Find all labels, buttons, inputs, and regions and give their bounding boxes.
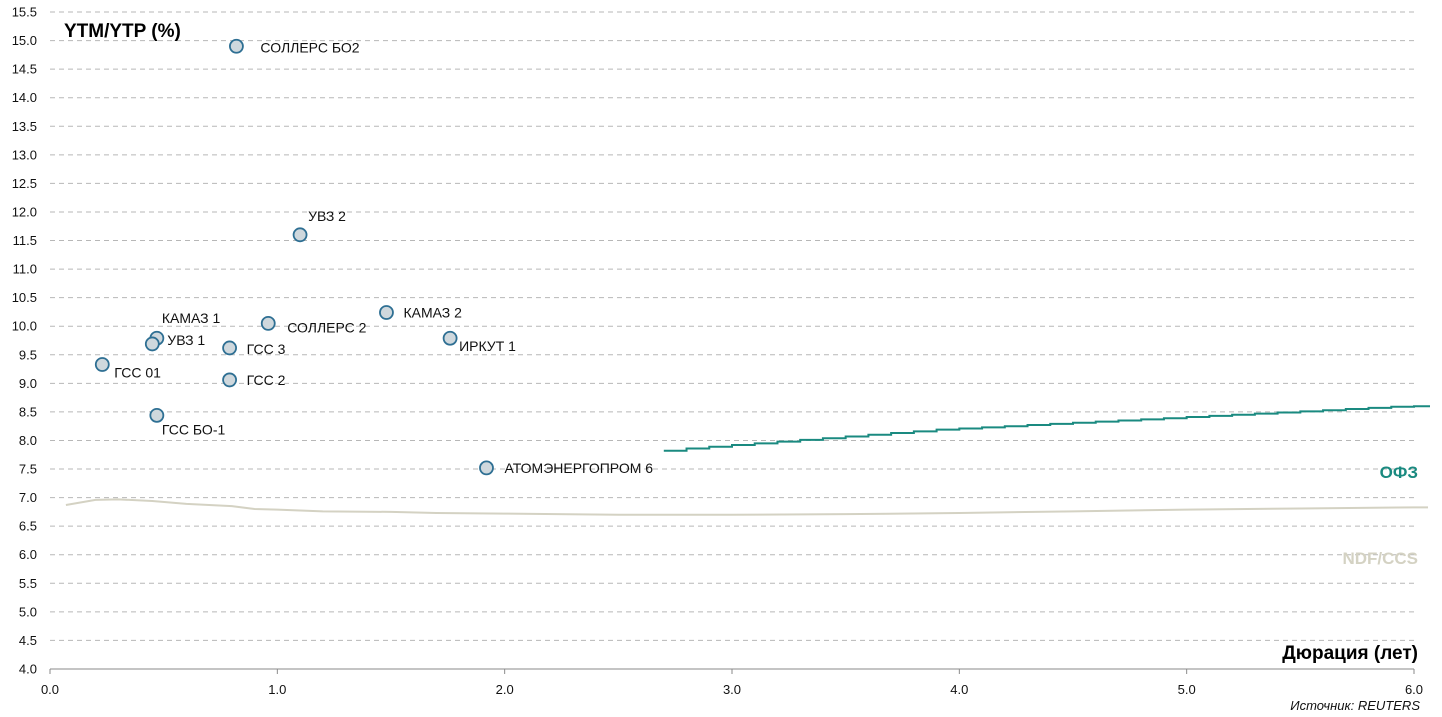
y-tick-label: 14.5 (12, 62, 37, 77)
y-tick-label: 5.5 (19, 576, 37, 591)
y-tick-label: 10.5 (12, 290, 37, 305)
x-tick-label: 1.0 (268, 682, 286, 697)
point-label: СОЛЛЕРС 2 (287, 319, 366, 335)
x-axis-label: Дюрация (лет) (1282, 643, 1418, 664)
point-label: УВЗ 1 (167, 332, 205, 348)
y-tick-label: 12.5 (12, 176, 37, 191)
point-label: ГСС 2 (247, 372, 286, 388)
scatter-point (260, 315, 276, 331)
x-tick-labels: 0.0 1.0 2.0 3.0 4.0 5.0 6.0 (41, 669, 1423, 697)
y-tick-label: 8.0 (19, 433, 37, 448)
scatter-point (229, 38, 244, 54)
point-label: КАМАЗ 2 (403, 305, 462, 321)
point-label: КАМАЗ 1 (162, 310, 221, 326)
scatter-points: СОЛЛЕРС БО2 УВЗ 2 КАМАЗ 2 СОЛЛЕРС 2 КАМАЗ 1 У… (94, 38, 653, 476)
scatter-point (222, 340, 237, 356)
y-tick-label: 14.0 (12, 90, 37, 105)
x-tick-label: 2.0 (496, 682, 514, 697)
y-tick-label: 15.5 (12, 5, 37, 20)
point-label: ГСС БО-1 (162, 421, 226, 437)
y-tick-labels: 4.0 4.5 5.0 5.5 6.0 6.5 7.0 7.5 8.0 8.5 9.0 9.5 10.0… (12, 5, 37, 677)
y-tick-label: 7.5 (19, 462, 37, 477)
y-tick-label: 8.5 (19, 404, 37, 419)
y-tick-label: 6.5 (19, 519, 37, 534)
scatter-point (442, 330, 458, 346)
point-label: СОЛЛЕРС БО2 (260, 39, 359, 55)
series-line-ndf-ccs (65, 498, 1428, 516)
y-tick-label: 10.0 (12, 319, 37, 334)
point-label: АТОМЭНЕРГОПРОМ 6 (504, 460, 653, 476)
series-labels: ОФЗ NDF/CCS (1342, 463, 1418, 568)
point-label: УВЗ 2 (308, 208, 346, 224)
x-tick-label: 5.0 (1178, 682, 1196, 697)
grid-lines (50, 11, 1414, 641)
y-tick-label: 12.0 (12, 204, 37, 219)
source-note: Источник: REUTERS (1290, 698, 1420, 713)
x-tick-label: 3.0 (723, 682, 741, 697)
series-line-ofz (663, 405, 1430, 452)
x-tick-label: 0.0 (41, 682, 59, 697)
scatter-point (479, 460, 494, 476)
y-tick-label: 7.0 (19, 490, 37, 505)
series-label-ndf-ccs: NDF/CCS (1342, 549, 1418, 568)
y-tick-label: 5.0 (19, 604, 37, 619)
scatter-point (222, 372, 237, 388)
scatter-point (149, 407, 165, 423)
series-label-ofz: ОФЗ (1380, 463, 1418, 482)
y-tick-label: 4.0 (19, 662, 37, 677)
scatter-point (292, 227, 308, 243)
point-label: ГСС 01 (114, 364, 161, 380)
point-label: ИРКУТ 1 (459, 338, 516, 354)
y-tick-label: 13.0 (12, 147, 37, 162)
y-tick-label: 11.5 (13, 233, 37, 248)
y-tick-label: 4.5 (19, 633, 37, 648)
point-label: ГСС 3 (247, 341, 286, 357)
y-tick-label: 15.0 (12, 33, 37, 48)
y-tick-label: 9.5 (19, 347, 37, 362)
scatter-point (94, 357, 110, 372)
scatter-point (144, 336, 160, 352)
x-tick-label: 6.0 (1405, 682, 1423, 697)
y-axis-label: YTM/YTP (%) (64, 21, 181, 42)
y-tick-label: 9.0 (19, 376, 37, 391)
y-tick-label: 13.5 (12, 119, 37, 134)
y-tick-label: 11.0 (13, 262, 37, 277)
y-tick-label: 6.0 (19, 547, 37, 562)
scatter-point (379, 305, 394, 320)
series-lines (65, 405, 1430, 516)
x-tick-label: 4.0 (950, 682, 968, 697)
